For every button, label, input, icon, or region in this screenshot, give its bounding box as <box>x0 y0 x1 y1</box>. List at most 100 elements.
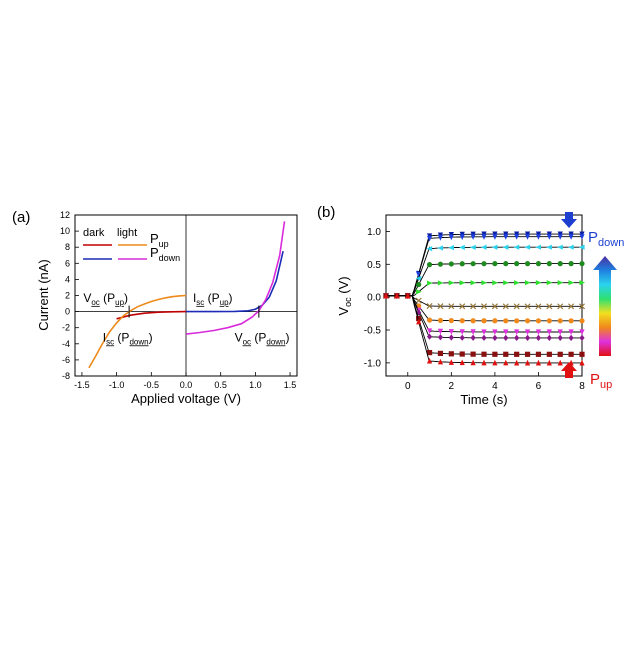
panel-b-series-9-point <box>481 351 487 357</box>
panel-b-series-6-point <box>568 318 574 324</box>
panel-a-annotation-1-rest: (P <box>114 330 129 344</box>
panel-b-series-1-point <box>514 234 520 240</box>
panel-a-y-tick-label: 2 <box>65 291 70 301</box>
panel-b-series-4-point <box>568 280 575 286</box>
panel-b-arrows <box>561 212 577 378</box>
panel-b-series-6-point <box>481 318 487 324</box>
panel-b-y-tick-label: -0.5 <box>364 326 382 337</box>
panel-b-series-10-point <box>383 292 389 299</box>
panel-a-y-axis-label: Current (nA) <box>36 259 51 331</box>
panel-a-annotation-1-close: ) <box>149 330 153 344</box>
panel-b-y-axis-label: Voc (V) <box>336 276 353 315</box>
panel-b-series-4-point <box>426 280 433 286</box>
panel-b-series-9-point <box>470 351 476 357</box>
panel-b-series-10-point <box>426 357 433 364</box>
panel-b-y-axis-label-main: V <box>336 307 351 316</box>
panel-b-series-6-point <box>524 318 531 324</box>
panel-b-series-6-point <box>492 318 498 324</box>
panel-b-series-2-point <box>470 244 476 250</box>
panel-b-series-2-point <box>426 246 433 252</box>
panel-b-series-2-point <box>491 244 498 250</box>
panel-b-y-tick-label: -1.0 <box>364 358 382 369</box>
panel-b-series-10-point <box>448 359 454 365</box>
panel-b-series-2-point <box>578 244 585 250</box>
panel-b-series-10-point <box>579 359 585 366</box>
panel-b-x-tick-label: 8 <box>579 381 585 392</box>
panel-b-series-2 <box>382 244 585 299</box>
panel-b-series-4-point <box>524 280 531 286</box>
panel-b-y-axis-label-sub: oc <box>343 297 353 307</box>
panel-b-series-10-point <box>481 359 487 366</box>
panel-a-annotation-0: Voc (Pup) <box>83 291 128 307</box>
panel-a-y-tick-label: -8 <box>62 371 70 381</box>
panel-b-series-7-point <box>481 329 487 336</box>
panel-b-series-7-point <box>524 329 531 336</box>
panel-a-x-tick-label: 0.5 <box>214 380 227 390</box>
panel-a-annotation-3-rest: (P <box>251 330 266 344</box>
panel-a-annotation-0-rest-sub: up <box>115 298 124 307</box>
panel-b-series-6-point <box>546 318 552 324</box>
panel-b-series-9-point <box>579 351 585 357</box>
panel-b-series-2-point <box>513 244 520 250</box>
panel-b-series-7-point <box>492 329 498 336</box>
up-arrow-icon <box>561 362 577 378</box>
panel-b-series-7-point <box>514 329 520 336</box>
panel-a-legend-label-1-main: P <box>150 245 159 260</box>
panel-a-series <box>88 221 286 369</box>
panel-b-series-10-point <box>546 359 552 366</box>
panel-b-series-2-point <box>415 275 422 282</box>
panel-b-series-7-point <box>448 329 454 335</box>
panel-a-annotation-2: Isc (Pup) <box>193 291 233 307</box>
panel-b-series-9-point <box>514 351 520 357</box>
panel-b-series-5-point <box>557 303 564 310</box>
panel-b-series-7-point <box>557 329 563 336</box>
panel-b-x-axis-label: Time (s) <box>460 392 507 407</box>
panel-b-series-5-point <box>470 303 477 310</box>
panel-b-series-10-point <box>459 359 465 366</box>
panel-b-series-9-point <box>416 315 422 322</box>
panel-b-series-10-point <box>470 359 476 366</box>
panel-b-series-5-point <box>546 303 553 310</box>
panel-b-series-line-2 <box>386 246 582 297</box>
panel-b-series-2-point <box>557 244 563 250</box>
panel-b-series-10-point <box>437 358 444 365</box>
panel-b-series-4 <box>383 280 586 299</box>
panel-a-legend-dark-header: dark <box>83 227 105 239</box>
panel-b-series-10-point <box>416 318 422 325</box>
panel-b-y-tick-label: 0.5 <box>367 260 381 271</box>
panel-b-series-1-point <box>557 234 563 240</box>
panel-b-series-1-point <box>437 235 444 241</box>
colorbar-bottom-label-main: P <box>590 371 600 388</box>
panel-b-series-1-point <box>546 234 552 240</box>
panel-b-series-1-point <box>579 234 585 240</box>
panel-b-series-1-point <box>492 234 498 240</box>
panel-b-y-tick-label: 1.0 <box>367 227 381 238</box>
panel-b-series-8-point <box>492 334 498 341</box>
panel-a-y-tick-label: -2 <box>62 323 70 333</box>
colorbar-bottom-label-sub: up <box>600 379 612 391</box>
panel-b-series-8-point <box>503 334 509 341</box>
panel-b-series-4-point <box>416 289 422 295</box>
panel-b-series-7-point <box>546 329 552 336</box>
panel-b-series-3-point <box>546 261 552 267</box>
panel-a-x-tick-label: -1.0 <box>109 380 125 390</box>
colorbar-bottom-label: Pup <box>590 371 612 391</box>
panel-b-series-3 <box>383 261 585 299</box>
panel-a-x-tick-label: -0.5 <box>144 380 160 390</box>
panel-b-series-10-point <box>524 359 531 366</box>
panel-b-series-8-point <box>448 334 454 341</box>
panel-a-annotation-2-close: ) <box>229 291 233 305</box>
panel-b-series-8-point <box>524 334 531 341</box>
panel-a-legend-label-1-sub: down <box>159 253 181 263</box>
panel-a-y-tick-label: 4 <box>65 274 70 284</box>
panel-b-series-6-point <box>470 318 476 324</box>
panel-b-label: (b) <box>317 204 335 221</box>
panel-b-series-6-point <box>557 318 563 324</box>
panel-b-series-8-point <box>481 334 487 341</box>
panel-b-series-7-point <box>535 329 542 336</box>
panel-a: (a) -1.5 -1.0 -0.5 0.0 0.5 1.0 1.5 -8 -6 -4 -2 0 2 4 6… <box>12 209 298 406</box>
panel-b-series-3-point <box>481 261 487 267</box>
panel-b-series-9-point <box>503 351 509 357</box>
panel-b-series-1-point <box>524 234 531 240</box>
panel-a-series-line-1 <box>88 294 187 369</box>
